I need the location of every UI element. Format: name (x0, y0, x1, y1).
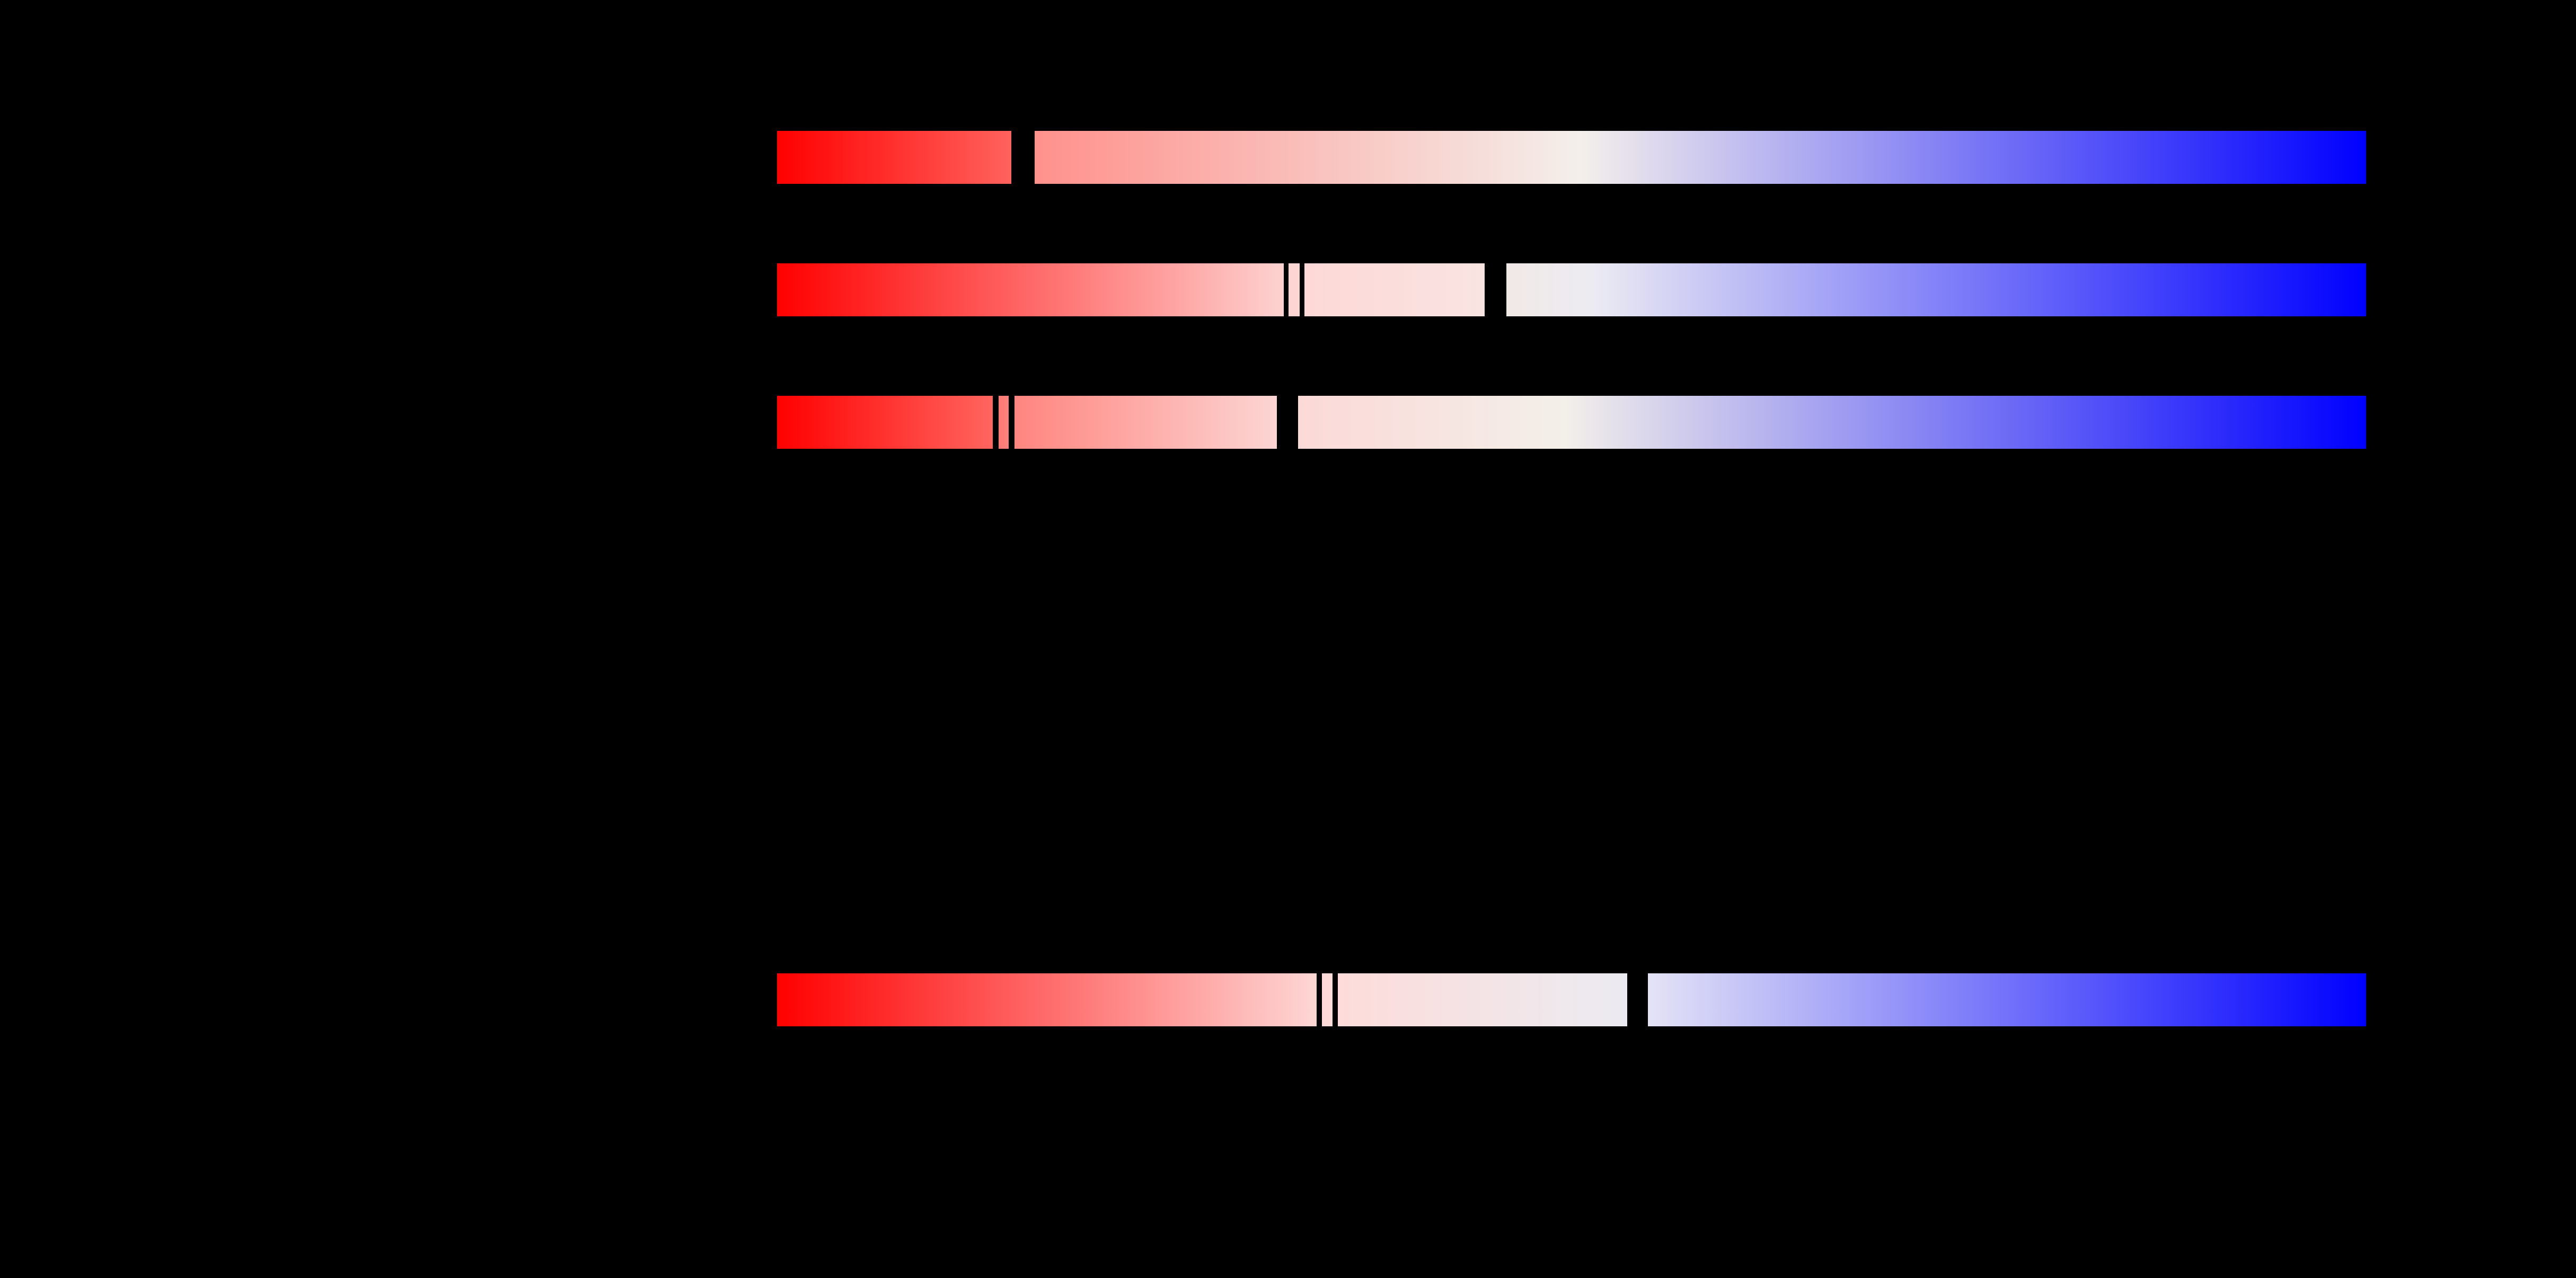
ribbon-3 (0, 396, 2576, 449)
ribbon-1 (0, 131, 2576, 184)
ribbon-3-segment-4 (1298, 396, 2366, 449)
ribbon-4-segment-3 (1338, 973, 1627, 1026)
ribbon-1-segment-2 (1035, 131, 2366, 184)
ribbon-4-segment-2 (1322, 973, 1333, 1026)
ribbon-1-segment-1 (777, 131, 1011, 184)
ribbon-2 (0, 263, 2576, 316)
ribbon-3-segment-3 (1014, 396, 1277, 449)
ribbon-4 (0, 973, 2576, 1026)
ribbon-2-segment-4 (1506, 263, 2366, 316)
ribbon-3-segment-2 (999, 396, 1009, 449)
ribbon-2-segment-1 (777, 263, 1284, 316)
ribbon-3-segment-1 (777, 396, 993, 449)
ribbon-4-segment-1 (777, 973, 1317, 1026)
ribbon-4-segment-4 (1648, 973, 2366, 1026)
ribbon-2-segment-3 (1304, 263, 1485, 316)
ribbon-2-segment-2 (1289, 263, 1300, 316)
